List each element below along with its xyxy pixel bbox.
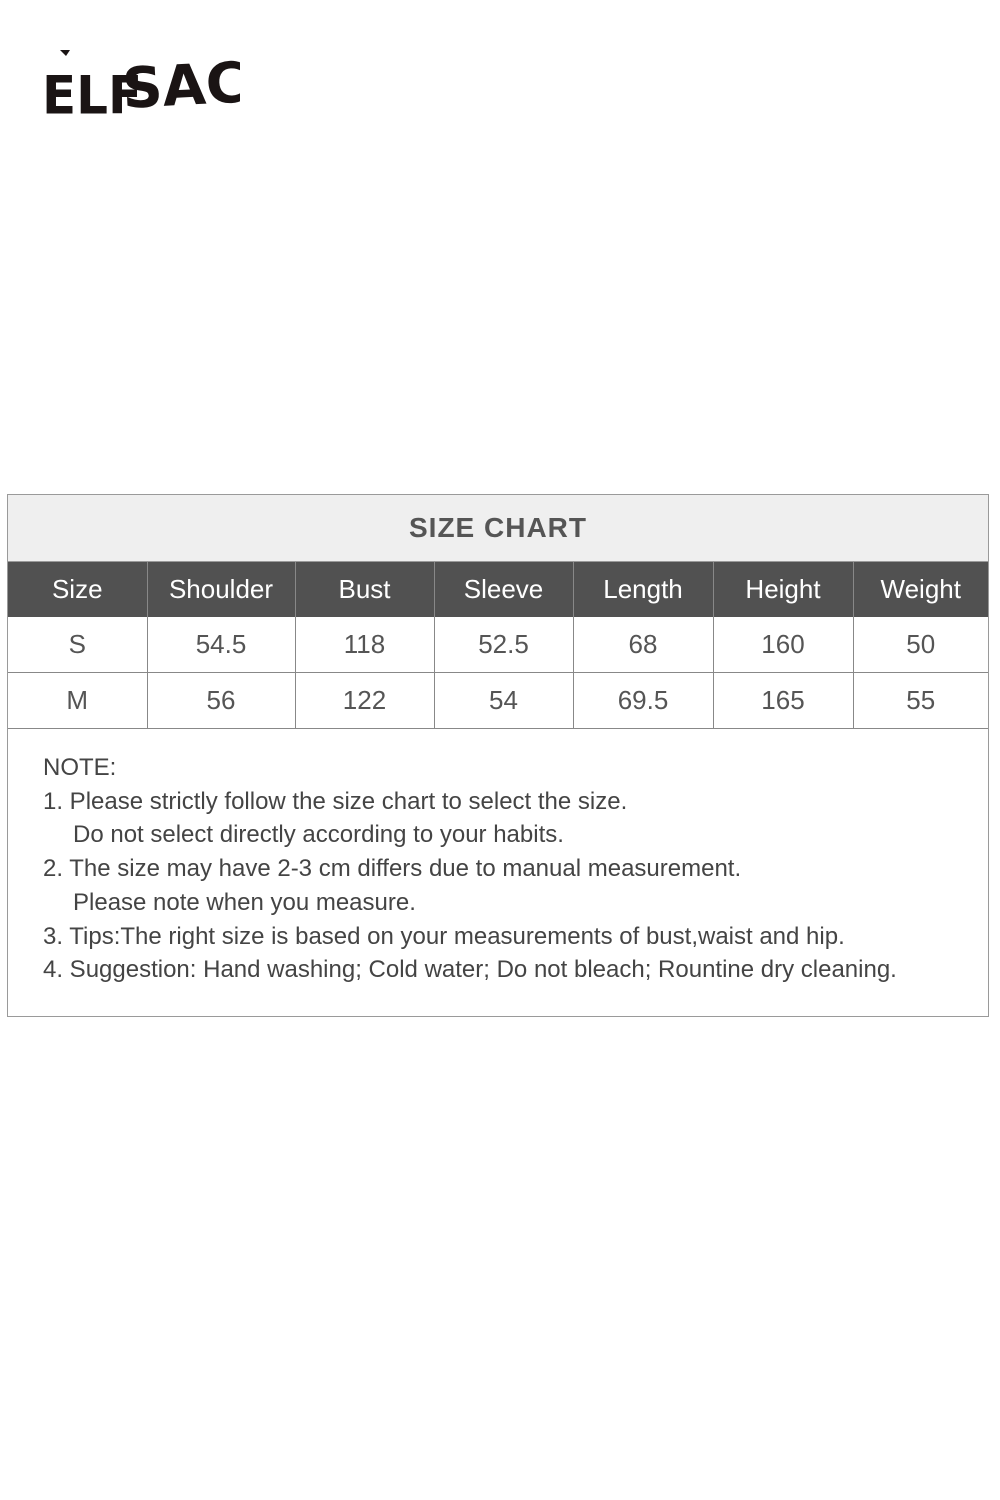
cell: 55 — [852, 672, 988, 729]
cell: 68 — [572, 617, 713, 673]
header-size: Size — [8, 562, 147, 617]
header-shoulder: Shoulder — [146, 562, 295, 617]
cell: 165 — [712, 672, 853, 729]
svg-text:ELF: ELF — [42, 65, 142, 116]
header-height: Height — [712, 562, 853, 617]
header-bust: Bust — [294, 562, 434, 617]
notes-heading: NOTE: — [43, 754, 117, 781]
note-line: Please note when you measure. — [73, 888, 416, 916]
cell: S — [8, 617, 147, 673]
size-chart-title: SIZE CHART — [8, 495, 988, 562]
cell: 69.5 — [572, 672, 713, 729]
table-row: M 56 122 54 69.5 165 55 — [8, 672, 988, 729]
size-chart: SIZE CHART Size Shoulder Bust Sleeve Len… — [7, 494, 989, 1017]
header-weight: Weight — [852, 562, 988, 617]
size-table: Size Shoulder Bust Sleeve Length Height … — [8, 562, 988, 729]
svg-text:SACK: SACK — [121, 48, 240, 116]
header-sleeve: Sleeve — [433, 562, 573, 617]
cell: 122 — [294, 672, 434, 729]
cell: 54.5 — [146, 617, 295, 673]
cell: 50 — [852, 617, 988, 673]
header-length: Length — [572, 562, 713, 617]
brand-logo: ELF SACK — [42, 48, 240, 116]
table-header-row: Size Shoulder Bust Sleeve Length Height … — [8, 562, 988, 617]
note-line: 1. Please strictly follow the size chart… — [43, 787, 628, 815]
cell: M — [8, 672, 147, 729]
note-line: 2. The size may have 2-3 cm differs due … — [43, 855, 742, 883]
cell: 118 — [294, 617, 434, 673]
cell: 54 — [433, 672, 573, 729]
note-line: Do not select directly according to your… — [73, 821, 564, 849]
notes: NOTE: 1. Please strictly follow the size… — [8, 729, 988, 987]
cell: 56 — [146, 672, 295, 729]
cell: 160 — [712, 617, 853, 673]
cell: 52.5 — [433, 617, 573, 673]
note-line: 4. Suggestion: Hand washing; Cold water;… — [43, 956, 897, 984]
table-row: S 54.5 118 52.5 68 160 50 — [8, 617, 988, 673]
note-line: 3. Tips:The right size is based on your … — [43, 922, 845, 950]
